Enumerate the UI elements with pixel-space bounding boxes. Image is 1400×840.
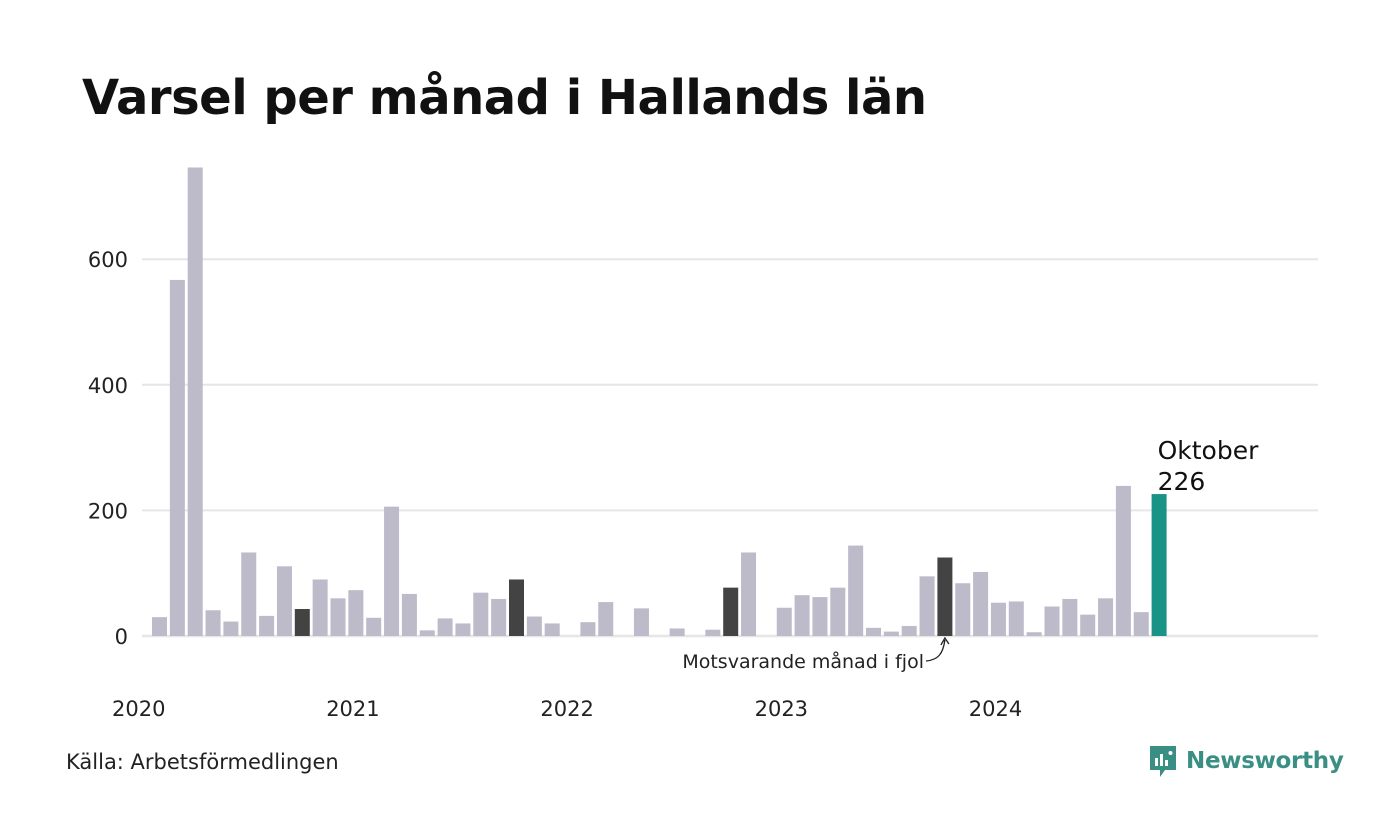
- x-tick-label-2022: 2022: [540, 697, 593, 721]
- current-value-label: 226: [1158, 467, 1206, 496]
- last-year-arrow: [925, 636, 950, 662]
- x-axis-tick-labels: 2020 2021 2022 2023 2024: [112, 697, 1022, 721]
- bar-2024-03: [1044, 606, 1060, 636]
- brand-name: Newsworthy: [1186, 748, 1344, 774]
- bar-2022-10: [741, 552, 757, 636]
- bar-2022-04: [633, 608, 649, 636]
- bar-2021-06: [455, 623, 471, 636]
- bar-2021-01: [366, 617, 382, 636]
- bar-2020-02: [169, 279, 185, 636]
- bar-2021-04: [419, 630, 435, 636]
- bar-2024-09: [1151, 494, 1167, 636]
- bar-2022-12: [776, 607, 792, 636]
- x-tick-label-2023: 2023: [755, 697, 808, 721]
- bar-2023-08: [919, 576, 935, 636]
- bar-2021-07: [473, 592, 489, 636]
- bar-2020-05: [223, 621, 239, 636]
- bar-2023-06: [883, 631, 899, 636]
- bar-2024-02: [1026, 632, 1042, 636]
- bar-2022-09: [723, 587, 739, 636]
- y-tick-label-200: 200: [88, 499, 128, 523]
- x-tick-label-2021: 2021: [326, 697, 379, 721]
- bar-2024-06: [1098, 598, 1114, 636]
- chart-title: Varsel per månad i Hallands län: [82, 70, 927, 126]
- bars: [152, 167, 1167, 636]
- bar-2021-10: [526, 616, 542, 636]
- bar-2023-10: [955, 583, 971, 636]
- bar-2024-04: [1062, 598, 1078, 636]
- bar-2021-03: [401, 593, 417, 636]
- bar-2023-05: [866, 627, 881, 636]
- bar-2023-04: [848, 545, 864, 636]
- bar-2023-01: [794, 595, 810, 636]
- source-label: Källa: Arbetsförmedlingen: [66, 750, 339, 774]
- bar-2020-09: [294, 608, 310, 636]
- bar-2020-12: [348, 590, 364, 636]
- y-tick-label-0: 0: [115, 625, 128, 649]
- bar-chart-speech-icon: [1150, 746, 1176, 777]
- bar-2022-08: [705, 629, 721, 636]
- bar-2023-11: [973, 571, 989, 636]
- bar-2023-12: [990, 602, 1006, 636]
- brand-logo: Newsworthy: [1148, 744, 1344, 778]
- bar-2024-05: [1080, 614, 1096, 636]
- bar-2024-08: [1133, 612, 1149, 636]
- bar-2023-07: [901, 625, 917, 636]
- bar-2020-06: [241, 552, 257, 636]
- current-month-label: Oktober: [1158, 436, 1260, 465]
- y-tick-label-400: 400: [88, 374, 128, 398]
- bar-2020-01: [152, 617, 167, 636]
- bar-2021-08: [491, 598, 507, 636]
- bar-2024-01: [1008, 601, 1024, 636]
- bar-2020-07: [259, 615, 275, 636]
- bar-2020-08: [276, 566, 292, 636]
- bar-2021-11: [544, 623, 560, 636]
- bar-2021-02: [384, 506, 400, 636]
- bar-2020-10: [312, 579, 328, 636]
- bar-2020-03: [187, 167, 203, 636]
- x-tick-label-2020: 2020: [112, 697, 165, 721]
- bar-2023-03: [830, 587, 846, 636]
- bar-2020-04: [205, 610, 221, 636]
- bar-2023-09: [937, 557, 953, 636]
- bar-2022-01: [580, 622, 596, 636]
- y-axis-tick-labels: 0 200 400 600: [88, 248, 128, 649]
- bar-2022-06: [669, 628, 685, 636]
- bar-2022-02: [598, 602, 614, 636]
- y-tick-label-600: 600: [88, 248, 128, 272]
- bar-2023-02: [812, 597, 828, 636]
- bar-2020-11: [330, 598, 346, 636]
- last-year-annotation: Motsvarande månad i fjol: [682, 650, 924, 673]
- x-tick-label-2024: 2024: [969, 697, 1022, 721]
- bar-2021-09: [509, 579, 524, 636]
- bar-2021-05: [437, 618, 453, 636]
- bar-2024-07: [1115, 485, 1131, 636]
